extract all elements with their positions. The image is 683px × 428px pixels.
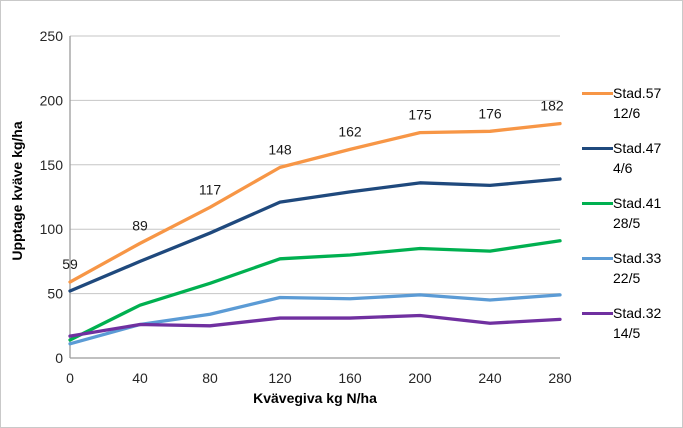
legend-item: Stad.32 14/5 — [582, 303, 680, 343]
y-tick-label: 150 — [40, 157, 64, 173]
legend-series-name: Stad.32 — [613, 305, 662, 321]
x-tick-label: 280 — [548, 370, 572, 386]
x-tick-label: 120 — [268, 370, 292, 386]
data-label: 59 — [62, 256, 78, 272]
y-axis-title: Upptage kväve kg/ha — [9, 121, 25, 261]
y-tick-label: 250 — [40, 28, 64, 44]
legend-line-swatch — [582, 202, 613, 205]
y-tick-label: 200 — [40, 92, 64, 108]
legend-line-swatch — [582, 147, 613, 150]
legend: Stad.57 12/6 Stad.47 4/6 Stad.41 28/5 St… — [582, 83, 680, 358]
legend-series-date: 4/6 — [613, 160, 633, 176]
legend-series-name: Stad.41 — [613, 195, 662, 211]
x-tick-label: 40 — [132, 370, 148, 386]
legend-item: Stad.33 22/5 — [582, 248, 680, 288]
legend-line-swatch — [582, 257, 613, 260]
legend-series-name: Stad.33 — [613, 250, 662, 266]
data-label: 162 — [338, 123, 362, 139]
legend-series-name: Stad.47 — [613, 140, 662, 156]
legend-series-date: 12/6 — [613, 105, 641, 121]
legend-item: Stad.47 4/6 — [582, 138, 680, 178]
series-line-stad47 — [68, 177, 562, 293]
legend-line-swatch — [582, 92, 613, 95]
series-line-stad41 — [68, 239, 562, 342]
data-label: 182 — [540, 98, 564, 114]
y-tick-label: 100 — [40, 221, 64, 237]
series-line-stad57 — [68, 121, 562, 284]
x-tick-label: 200 — [408, 370, 432, 386]
legend-line-swatch — [582, 312, 613, 315]
legend-item: Stad.57 12/6 — [582, 83, 680, 123]
series-line-stad33 — [68, 293, 562, 346]
x-axis-title: Kvävegiva kg N/ha — [253, 390, 377, 406]
legend-series-date: 28/5 — [613, 215, 641, 231]
x-tick-label: 0 — [66, 370, 74, 386]
data-label: 117 — [199, 181, 222, 197]
series-line-stad32 — [68, 313, 562, 338]
data-label: 176 — [478, 105, 502, 121]
y-tick-label: 50 — [47, 286, 63, 302]
y-tick-label: 0 — [55, 350, 63, 366]
x-tick-label: 160 — [338, 370, 362, 386]
legend-series-date: 14/5 — [613, 325, 641, 341]
x-tick-label: 80 — [202, 370, 218, 386]
legend-item: Stad.41 28/5 — [582, 193, 680, 233]
data-label: 148 — [268, 141, 292, 157]
data-label: 89 — [132, 217, 148, 233]
legend-series-name: Stad.57 — [613, 85, 662, 101]
data-label: 175 — [408, 107, 432, 123]
legend-series-date: 22/5 — [613, 270, 641, 286]
x-tick-label: 240 — [478, 370, 502, 386]
